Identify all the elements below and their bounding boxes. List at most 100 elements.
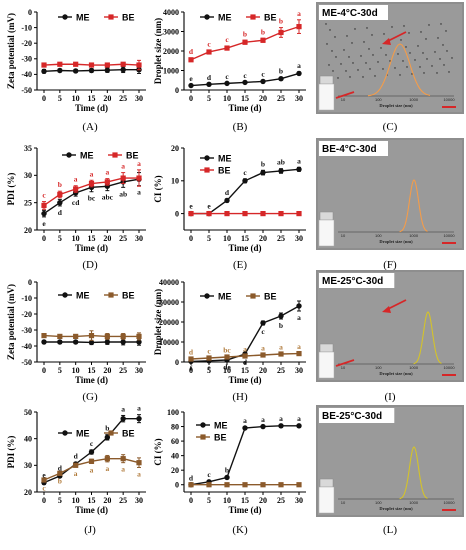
x-axis-title: Time (d) (228, 505, 261, 515)
distribution-tick-label: 1000 (409, 233, 419, 238)
legend-label: ME (80, 150, 94, 160)
micrograph-title-box (319, 408, 395, 423)
x-tick-label: 0 (189, 234, 193, 243)
droplet-dot (362, 76, 364, 78)
distribution-tick-label: 10000 (443, 500, 455, 505)
x-tick-label: 0 (42, 366, 46, 375)
droplet-dot (397, 53, 399, 55)
data-point-ME (260, 78, 266, 85)
data-point-BE (104, 62, 110, 68)
legend-label: ME (218, 153, 232, 163)
droplet-dot (325, 23, 327, 25)
data-point-BE (41, 62, 47, 68)
droplet-dot (428, 24, 430, 26)
droplet-dot (414, 59, 416, 61)
data-point-BE (188, 482, 194, 488)
significance-label: c (207, 39, 211, 48)
significance-label: c (42, 483, 46, 492)
data-point-ME (120, 339, 126, 345)
distribution-curve (399, 446, 428, 500)
y-tick-label: 0 (28, 278, 32, 287)
significance-label: b (261, 159, 265, 168)
distribution-axis-title: Droplet size (nm) (379, 506, 413, 511)
significance-label: a (261, 344, 265, 353)
x-tick-label: 5 (58, 234, 62, 243)
x-tick-label: 0 (189, 94, 193, 103)
annotation-arrow (335, 359, 355, 367)
droplet-dot (442, 44, 444, 46)
distribution-tick-label: 10000 (443, 365, 455, 370)
vial-icon (318, 486, 335, 514)
legend-marker-ME (200, 422, 206, 428)
data-point-BE (278, 29, 284, 36)
legend-marker-BE (250, 293, 256, 299)
significance-label: a (90, 169, 94, 178)
legend-marker-ME (66, 152, 72, 158)
droplet-dot (448, 71, 450, 73)
data-point-BE (296, 482, 302, 488)
significance-label: a (137, 469, 141, 478)
vial-cap (319, 478, 334, 488)
chart-B: 0 1000 2000 3000 4000 0 5 10 15 20 25 30 Time (d) Dro… (153, 8, 306, 133)
significance-label: a (121, 465, 125, 474)
y-tick-label: -10 (21, 23, 32, 32)
annotation-arrowhead (382, 38, 391, 45)
y-tick-label: 50 (24, 408, 32, 417)
micrograph-F: BE-4°C-30d 10 100 1000 10000 Droplet size (nm… (316, 138, 464, 271)
data-point-BE (296, 211, 302, 217)
y-tick-label: 0 (175, 481, 179, 490)
droplet-dot (389, 60, 391, 62)
x-tick-label: 20 (259, 496, 267, 505)
data-point-BE (260, 211, 266, 217)
distribution-axis-title: Droplet size (nm) (379, 371, 413, 376)
data-point-ME (296, 423, 302, 429)
legend-label: BE (122, 12, 135, 22)
droplet-dot (394, 67, 396, 69)
data-point-BE (73, 61, 79, 67)
droplet-dot (374, 75, 376, 77)
x-tick-label: 10 (223, 366, 231, 375)
panel-label: (E) (233, 259, 247, 271)
data-point-BE (206, 211, 212, 217)
y-tick-label: 35 (24, 144, 32, 153)
micrograph-L: BE-25°C-30d 10 100 1000 10000 Droplet size (n… (316, 405, 464, 536)
legend: ME BE (200, 291, 277, 301)
data-point-ME (260, 169, 266, 176)
significance-label: e (42, 219, 46, 228)
y-tick-label: 4000 (163, 8, 179, 17)
y-tick-label: -20 (21, 39, 32, 48)
droplet-dot (422, 52, 424, 54)
micrograph-title: BE-4°C-30d (322, 144, 377, 155)
micrograph-title-box (319, 5, 388, 20)
y-tick-label: 100 (167, 408, 179, 417)
data-point-BE (136, 333, 142, 339)
scale-bar (442, 242, 456, 244)
droplet-dot (357, 69, 359, 71)
significance-label: e (207, 363, 211, 372)
droplet-dot (426, 58, 428, 60)
droplet-dot (326, 43, 328, 45)
distribution-curve (367, 43, 431, 97)
legend-label: BE (214, 432, 227, 442)
significance-label: a (90, 465, 94, 474)
droplet-dot (425, 38, 427, 40)
x-tick-label: 5 (207, 366, 211, 375)
significance-label: e (189, 74, 193, 83)
data-point-ME (296, 303, 302, 309)
significance-label: d (189, 348, 194, 357)
significance-label: bc (223, 346, 231, 355)
significance-label: c (243, 71, 247, 80)
droplet-dot (411, 73, 413, 75)
data-point-BE (278, 482, 284, 488)
significance-label: a (74, 469, 78, 478)
x-axis-title: Time (d) (228, 103, 261, 113)
panel-label: (K) (232, 524, 248, 536)
distribution-axis-title: Droplet size (nm) (379, 103, 413, 108)
droplet-dot (335, 56, 337, 58)
legend-label: ME (76, 290, 90, 300)
droplet-dot (332, 70, 334, 72)
data-point-ME (242, 79, 248, 86)
significance-label: e (42, 470, 46, 479)
droplet-dot (419, 66, 421, 68)
